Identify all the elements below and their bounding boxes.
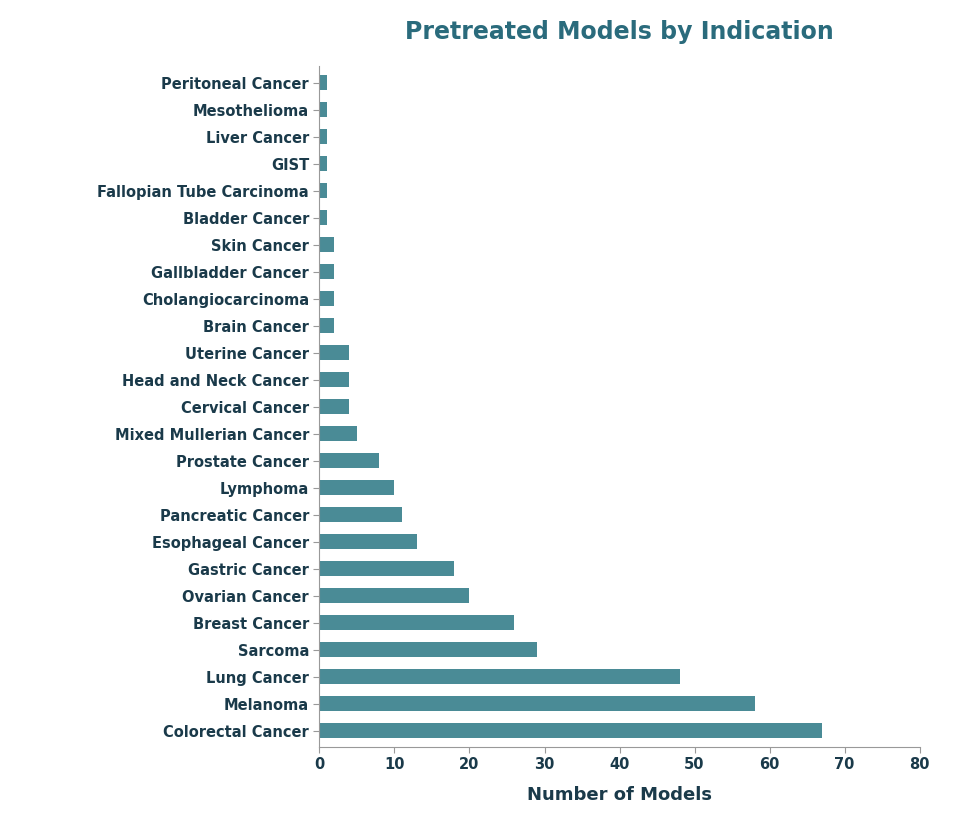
Bar [319, 264, 335, 279]
Bar [319, 373, 349, 387]
Bar [319, 345, 349, 360]
Bar [319, 453, 379, 468]
Title: Pretreated Models by Indication: Pretreated Models by Indication [406, 20, 833, 44]
Bar [319, 318, 335, 333]
Bar [319, 399, 349, 414]
Bar [319, 615, 515, 630]
Bar [319, 696, 755, 711]
X-axis label: Number of Models: Number of Models [527, 786, 712, 804]
Bar [319, 102, 327, 117]
Bar [319, 481, 395, 496]
Bar [319, 427, 357, 441]
Bar [319, 183, 327, 198]
Bar [319, 507, 402, 522]
Bar [319, 156, 327, 171]
Bar [319, 291, 335, 306]
Bar [319, 76, 327, 90]
Bar [319, 129, 327, 144]
Bar [319, 642, 537, 657]
Bar [319, 535, 417, 549]
Bar [319, 669, 680, 684]
Bar [319, 210, 327, 225]
Bar [319, 237, 335, 252]
Bar [319, 724, 822, 738]
Bar [319, 588, 469, 603]
Bar [319, 561, 455, 576]
